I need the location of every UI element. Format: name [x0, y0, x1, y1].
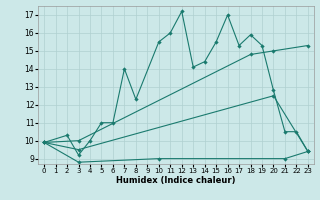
- X-axis label: Humidex (Indice chaleur): Humidex (Indice chaleur): [116, 176, 236, 185]
